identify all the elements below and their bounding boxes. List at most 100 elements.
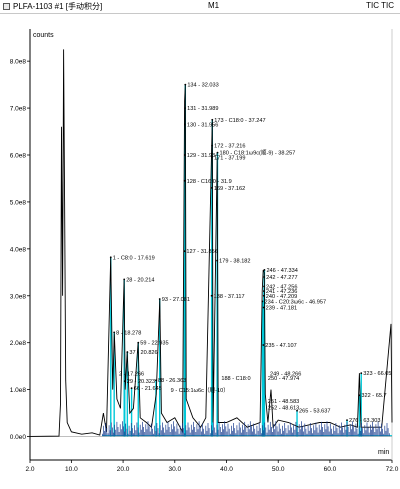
peak-marker (263, 276, 266, 278)
sample-title: PLFA-1103 #1 [手动积分] (13, 2, 103, 11)
peak-marker (183, 154, 186, 156)
peak-label: 128 - C16:0 - 31.9 (187, 179, 232, 185)
peak-label: 239 - 47.181 (266, 306, 297, 312)
minor-peaks (102, 421, 390, 437)
peak-label: 173 - C18:0 - 37.247 (214, 118, 265, 124)
peak-label: 179 - 38.182 (219, 259, 250, 265)
y-tick-label: 5.0e8 (10, 199, 27, 206)
peak-marker (123, 278, 126, 281)
x-tick-label: 40.0 (220, 466, 233, 473)
peak-marker (211, 156, 213, 159)
peak-marker (346, 419, 348, 422)
peak-label: 37 - 20.826 (129, 350, 157, 356)
title-bar: PLFA-1103 #1 [手动积分] M1 TIC TIC (0, 0, 400, 14)
peak-label: 322 - 65.7 (361, 393, 386, 399)
chromatogram-chart[interactable]: counts min 0.0e0 1.0e8 2.0e8 3.0e8 4.0e8 5.0e8 6… (0, 13, 400, 489)
chromatogram-trace (29, 49, 393, 437)
peak-marker (210, 294, 213, 297)
peak-marker (261, 300, 264, 303)
annotation-label: 251 - 48.583 (268, 399, 299, 405)
peak-marker (296, 409, 298, 412)
annotation-label: 252 - 48.613 (268, 405, 299, 411)
peak-marker (210, 186, 213, 189)
annotation-label: 2 - 17.266 (119, 372, 144, 378)
y-tick-label: 8.0e8 (10, 59, 27, 66)
tic-trace (29, 49, 393, 437)
axes: counts min 0.0e0 1.0e8 2.0e8 3.0e8 4.0e8 5.0e8 6… (10, 29, 399, 473)
method-label: M1 (208, 1, 220, 10)
peak-label: 235 - 47.107 (265, 343, 296, 349)
peak-label: 323 - 66.05 (363, 371, 391, 377)
detector-label: TIC TIC (366, 1, 394, 10)
peak-label: 127 - 31.856 (186, 249, 217, 255)
peak-marker (158, 298, 161, 300)
peak-label: 242 - 47.277 (266, 275, 297, 281)
annotation-label: 250 - 47.974 (268, 376, 299, 382)
peak-marker (358, 394, 361, 397)
annotation-label: 9 - C15:1ω6c（顺-10） (171, 387, 229, 394)
peak-marker (184, 83, 187, 86)
peak-label: 172 - 37.216 (214, 144, 245, 150)
peak-label: 28 - 20.214 (126, 277, 154, 283)
peak-marker (155, 379, 157, 382)
peak-label: 8 - 18.278 (116, 330, 141, 336)
peak-marker (183, 250, 186, 253)
peak-labels: 1 - C8:0 - 17.619 28 - 20.214 8 - 18.278 59… (109, 83, 392, 424)
peak-marker (263, 285, 265, 288)
peak-label: 134 - 32.033 (187, 83, 218, 89)
peak-marker (216, 259, 219, 262)
y-tick-label: 3.0e8 (10, 293, 27, 300)
peak-label: 171 - 37.199 (214, 155, 245, 161)
peak-label: 129 - 31.934 (187, 153, 218, 159)
peak-label: 66 - 21.645 (134, 386, 162, 392)
peak-label: 131 - 31.989 (187, 106, 218, 112)
peak-label: 138 - 37.117 (214, 294, 245, 300)
x-tick-label: 60.0 (324, 466, 337, 473)
peak-marker (184, 123, 186, 126)
peak-label: 169 - 37.162 (214, 186, 245, 192)
y-axis-label: counts (33, 32, 54, 39)
peak-label: 276 - 63.303 (349, 418, 380, 424)
peak-marker (126, 351, 129, 353)
peak-label: 29 - 20.323 (127, 379, 155, 385)
y-tick-label: 2.0e8 (10, 340, 27, 347)
peak-marker (263, 290, 265, 292)
peak-label: 88 - 26.363 (158, 378, 186, 384)
peak-label: 240 - 47.209 (266, 294, 297, 300)
peak-marker (216, 151, 219, 154)
peak-marker (360, 372, 363, 375)
peak-marker (137, 341, 140, 344)
peak-label: 93 - 27.081 (162, 297, 190, 303)
y-tick-label: 6.0e8 (10, 153, 27, 160)
x-tick-label: 10.0 (65, 466, 78, 473)
x-tick-label: 30.0 (168, 466, 181, 473)
peak-marker (211, 144, 214, 147)
peak-marker (211, 118, 214, 121)
peak-marker (183, 179, 186, 182)
y-tick-label: 1.0e8 (10, 387, 27, 394)
peak-label: 234 - C20:3ω6c - 46.957 (264, 299, 326, 305)
peak-marker (262, 294, 265, 297)
integration-baselines (102, 84, 392, 437)
peak-label: 241 - 47.236 (266, 289, 297, 295)
peak-label: 242 - 47.256 (266, 284, 297, 290)
y-tick-label: 4.0e8 (10, 246, 27, 253)
x-tick-label: 2.0 (25, 466, 34, 473)
peak-marker (262, 306, 265, 309)
peak-label: 59 - 22.935 (140, 341, 168, 347)
peak-marker (123, 380, 126, 383)
y-tick-label: 7.0e8 (10, 106, 27, 113)
peak-marker (109, 256, 112, 259)
peak-label: 246 - 47.334 (266, 268, 297, 274)
x-tick-label: 72.0 (386, 466, 399, 473)
peak-label: 265 - 53.637 (299, 409, 330, 415)
y-tick-label: 0.0e0 (10, 434, 27, 441)
peak-label: 1 - C8:0 - 17.619 (113, 255, 155, 261)
x-axis-label: min (378, 449, 389, 456)
peak-marker (263, 269, 266, 271)
peak-marker (130, 387, 133, 390)
peak-label: 130 - 31.956 (187, 123, 218, 129)
peak-marker (184, 107, 186, 109)
peak-label: 180 - C18:1ω9c(顺-9) - 38.257 (220, 150, 296, 157)
